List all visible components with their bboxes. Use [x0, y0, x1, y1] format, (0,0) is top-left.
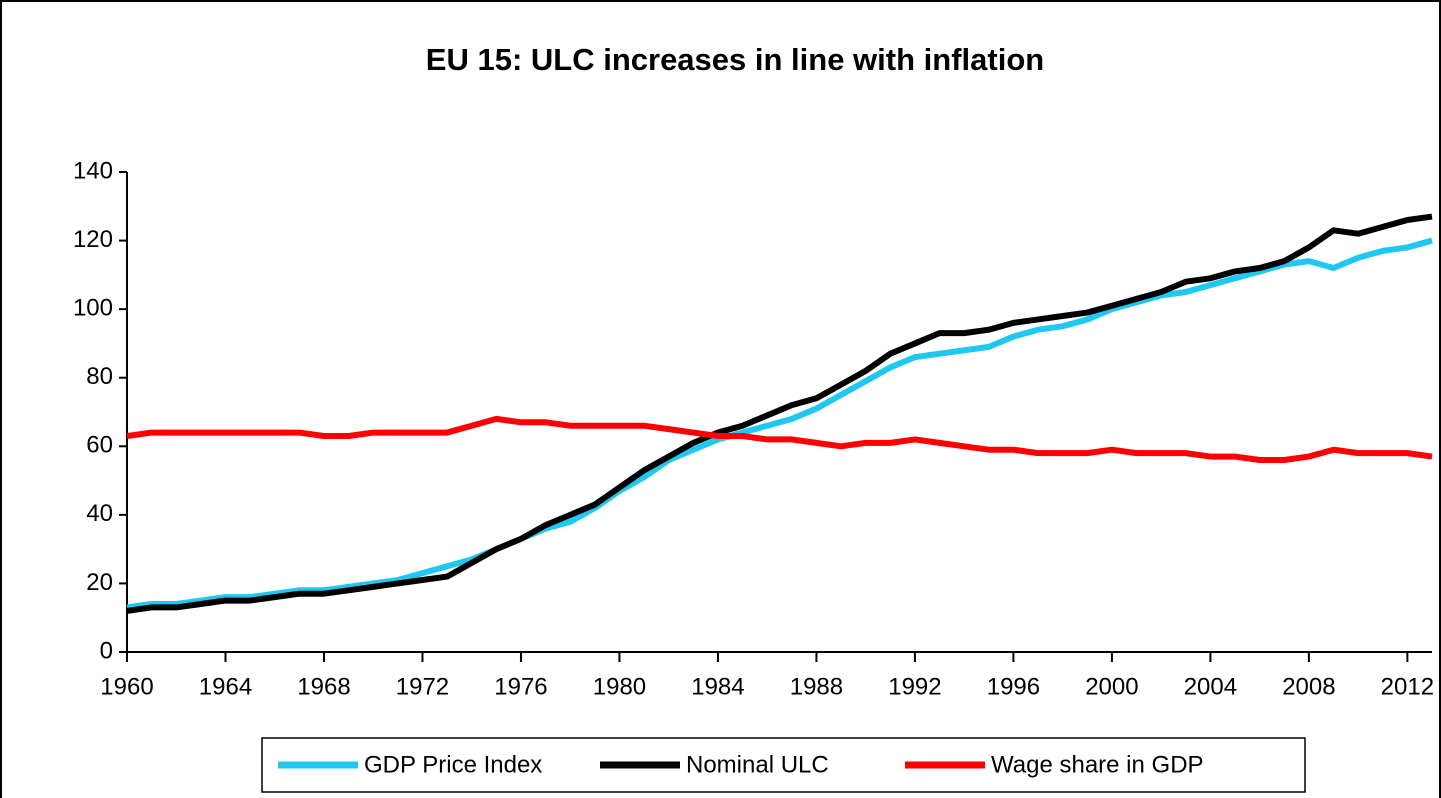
x-tick-label: 1980 [593, 673, 646, 700]
data-line [126, 415, 1433, 463]
y-tick-label: 60 [86, 432, 113, 459]
x-tick-label: 1972 [396, 673, 449, 700]
x-tick-label: 1996 [987, 673, 1040, 700]
y-tick-label: 140 [73, 157, 113, 184]
chart-title: EU 15: ULC increases in line with inflat… [426, 42, 1044, 77]
x-tick-label: 2008 [1282, 673, 1335, 700]
data-line [126, 237, 1433, 611]
y-tick-label: 0 [100, 637, 113, 664]
x-tick-label: 1960 [100, 673, 153, 700]
y-tick-label: 100 [73, 294, 113, 321]
y-tick-label: 80 [86, 363, 113, 390]
data-line [126, 213, 1433, 614]
x-tick-label: 2012 [1381, 673, 1434, 700]
x-tick-label: 1976 [494, 673, 547, 700]
legend-label: Nominal ULC [686, 751, 829, 778]
x-tick-label: 1984 [691, 673, 744, 700]
y-tick-label: 120 [73, 226, 113, 253]
y-tick-label: 20 [86, 569, 113, 596]
x-tick-label: 1988 [790, 673, 843, 700]
x-tick-label: 2004 [1184, 673, 1237, 700]
legend-label: Wage share in GDP [991, 751, 1204, 778]
y-tick-label: 40 [86, 500, 113, 527]
legend-label: GDP Price Index [364, 751, 542, 778]
x-tick-label: 1964 [199, 673, 252, 700]
x-tick-label: 1992 [888, 673, 941, 700]
x-tick-label: 1968 [297, 673, 350, 700]
x-tick-label: 2000 [1085, 673, 1138, 700]
legend-box [261, 737, 1306, 793]
